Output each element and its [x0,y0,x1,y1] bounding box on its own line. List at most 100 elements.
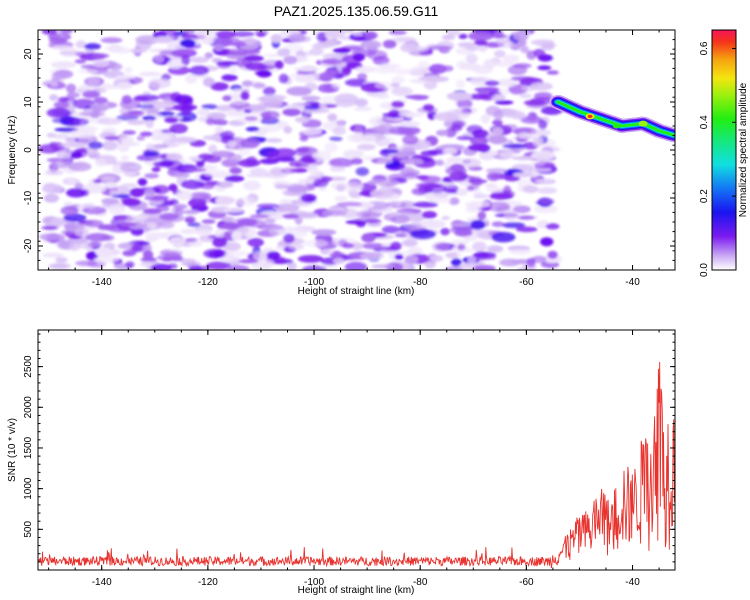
heatmap-cell [499,150,516,159]
heatmap-cell [102,140,118,151]
heatmap-cell [137,178,148,186]
heatmap-cell [181,55,191,66]
snr-panel: -140 -120 -100 -80 -60 -40 500 1000 1500 2000 2500… [7,329,676,596]
heatmap-cell [179,38,196,48]
heatmap-cell [210,82,229,91]
heatmap-cell [247,237,264,247]
heatmap-cell [468,31,494,41]
heatmap-cell [533,136,544,147]
heatmap-cell [391,76,406,84]
heatmap-cell [467,256,477,265]
x-tick-label: -60 [519,577,534,588]
heatmap-cell [296,212,319,219]
heatmap-cell [85,233,111,242]
heatmap-cell [186,168,207,172]
heatmap-cell [215,195,235,206]
heatmap-cell [446,156,464,164]
heatmap-cell [491,126,504,136]
heatmap-cell [430,255,444,262]
heatmap-cell [487,151,499,156]
heatmap-cell [386,262,404,270]
heatmap-cell [53,101,70,109]
heatmap-cell [118,134,134,145]
heatmap-cell [258,211,284,221]
heatmap-cell [473,193,491,199]
heatmap-cell [196,108,210,117]
heatmap-cell [265,138,283,143]
heatmap-cell [496,78,517,87]
heatmap-cell [286,86,312,96]
heatmap-cell [149,101,172,109]
heatmap-cell [486,171,501,182]
heatmap-cell [471,181,483,186]
heatmap-cell [391,86,413,97]
heatmap-cell [327,113,338,122]
heatmap-cell [120,162,142,173]
heatmap-cell [86,241,103,248]
heatmap-cell [52,159,69,169]
heatmap-cell [283,126,293,134]
heatmap-cell [211,150,235,158]
heatmap-ylabel: Frequency (Hz) [7,116,18,185]
heatmap-cell [294,162,310,168]
heatmap-cell [394,233,407,238]
heatmap-cell [72,98,96,110]
heatmap-cell [66,188,87,198]
heatmap-cell [352,32,363,37]
heatmap-cell [407,246,423,256]
heatmap-cell [456,98,473,109]
heatmap-cell [410,46,429,52]
heatmap-cell [63,201,73,207]
heatmap-cell [125,261,135,268]
heatmap-cell [340,208,359,219]
heatmap-cell [451,248,477,253]
heatmap-cell [93,97,108,104]
heatmap-cell [535,179,554,184]
heatmap-cell [502,124,518,129]
heatmap-cells [38,30,563,270]
heatmap-cell [395,214,409,222]
heatmap-cell [221,216,235,223]
heatmap-cell [526,257,536,268]
heatmap-cell [320,95,338,104]
heatmap-cell [333,257,345,265]
heatmap-cell [484,183,498,188]
heatmap-cell [129,187,145,198]
heatmap-cell [299,135,309,142]
heatmap-cell [404,255,419,265]
heatmap-cell [473,264,496,270]
heatmap-cell [70,128,96,139]
heatmap-cell [487,245,504,253]
heatmap-cell [457,243,466,251]
heatmap-cell [294,116,309,123]
heatmap-cell [275,203,300,212]
heatmap-cell [458,33,468,40]
heatmap-cell [52,45,73,50]
heatmap-cell [60,205,79,216]
heatmap-cell [345,220,367,225]
heatmap-cell [55,257,68,263]
heatmap-cell [175,190,193,201]
heatmap-cell [97,224,119,231]
heatmap-cell [108,204,126,215]
heatmap-cell [39,233,64,241]
heatmap-cell [352,132,363,142]
heatmap-cell [461,158,481,168]
heatmap-cell [472,241,487,252]
heatmap-cell [329,165,346,172]
heatmap-cell [95,158,107,167]
heatmap-cell [151,134,171,141]
heatmap-cell [449,171,468,182]
heatmap-cell [342,149,365,159]
heatmap-cell [203,77,215,88]
heatmap-cell [371,264,395,269]
heatmap-cell [391,68,416,75]
heatmap-cell [309,47,324,56]
heatmap-cell [146,143,155,150]
heatmap-cell [214,126,224,135]
heatmap-cell [166,153,183,161]
heatmap-cell [334,119,346,128]
heatmap-cell [465,46,479,51]
heatmap-cell [201,104,218,110]
heatmap-cell [145,119,154,129]
